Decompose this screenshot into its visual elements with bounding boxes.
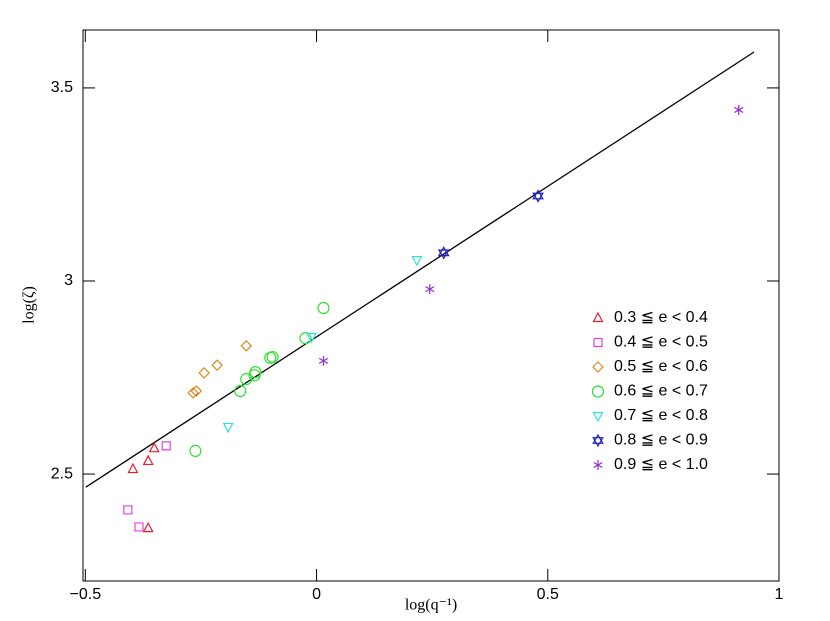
point	[123, 505, 133, 515]
legend-marker	[592, 411, 604, 423]
legend-marker	[592, 433, 604, 448]
point	[264, 351, 277, 364]
legend-marker	[592, 361, 604, 373]
point	[305, 332, 317, 344]
point	[222, 422, 234, 434]
x-tick-label: 1	[775, 586, 784, 603]
point	[142, 454, 154, 466]
x-tick-label: 0.5	[537, 586, 559, 603]
fit-line	[85, 51, 755, 488]
point	[425, 284, 435, 295]
point	[234, 385, 247, 398]
legend-marker	[593, 460, 603, 470]
y-tick-label: 3.5	[51, 79, 73, 96]
legend-marker	[592, 311, 604, 323]
legend-label: 0.9 ≦ e < 1.0	[614, 456, 708, 473]
point	[127, 462, 139, 474]
x-tick-label: 0	[312, 586, 321, 603]
point	[187, 387, 199, 399]
point	[240, 340, 253, 352]
legend-label: 0.8 ≦ e < 0.9	[614, 432, 708, 449]
y-tick-label: 3	[64, 272, 73, 289]
legend-marker	[591, 385, 605, 398]
point	[299, 332, 312, 345]
point	[317, 301, 330, 315]
plot-frame	[82, 29, 780, 582]
point	[437, 246, 450, 260]
point	[240, 373, 253, 386]
y-tick-label: 2.5	[51, 465, 73, 482]
point	[249, 366, 262, 379]
point	[266, 351, 279, 364]
point	[161, 441, 171, 451]
point	[411, 256, 423, 267]
point	[532, 189, 544, 203]
legend-label: 0.7 ≦ e < 0.8	[614, 407, 708, 424]
point	[198, 367, 211, 379]
point	[190, 385, 203, 397]
y-axis-label: log(ζ)	[21, 286, 38, 324]
point	[134, 522, 144, 532]
legend-label: 0.3 ≦ e < 0.4	[614, 309, 708, 326]
point	[189, 444, 202, 457]
x-tick-label: −0.5	[70, 586, 102, 603]
point	[734, 104, 744, 115]
legend-label: 0.5 ≦ e < 0.6	[614, 358, 708, 375]
point	[148, 441, 160, 453]
x-axis-label: log(q⁻¹)	[405, 597, 457, 614]
legend-label: 0.6 ≦ e < 0.7	[614, 383, 708, 400]
point	[142, 521, 154, 533]
legend-marker	[593, 337, 603, 348]
point	[211, 359, 223, 372]
point	[318, 355, 329, 366]
legend-label: 0.4 ≦ e < 0.5	[614, 334, 708, 351]
